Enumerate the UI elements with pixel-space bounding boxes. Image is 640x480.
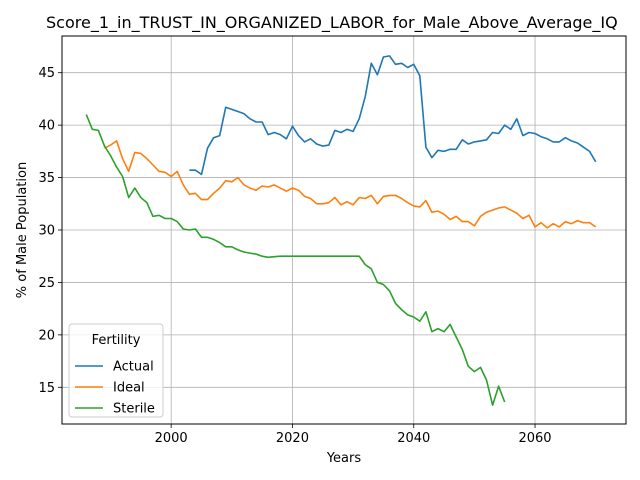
series-line-sterile	[85, 114, 506, 406]
legend-items: Actual Ideal Sterile	[75, 360, 155, 417]
x-axis-label: Years	[326, 451, 362, 466]
tick-layer: 2000 2020 2040 2060 15 20 25 30 35 40 45	[38, 66, 551, 446]
series-line-ideal	[104, 140, 597, 229]
y-tick-label: 35	[38, 171, 55, 186]
legend-label-ideal: Ideal	[113, 381, 145, 396]
y-tick-label: 40	[38, 119, 55, 134]
legend-box	[68, 323, 164, 418]
y-tick-label: 20	[38, 328, 55, 343]
legend-title: Fertility	[92, 333, 141, 348]
x-tick-label: 2020	[276, 431, 309, 446]
chart-title: Score_1_in_TRUST_IN_ORGANIZED_LABOR_for_…	[46, 13, 618, 33]
x-tick-label: 2000	[155, 431, 188, 446]
y-tick-label: 45	[38, 66, 55, 81]
x-tick-label: 2040	[397, 431, 430, 446]
legend-label-sterile: Sterile	[113, 402, 155, 417]
legend: Fertility Actual Ideal Sterile	[68, 323, 164, 418]
x-tick-label: 2060	[518, 431, 551, 446]
series-line-actual	[189, 55, 597, 176]
y-tick-label: 15	[38, 381, 55, 396]
y-tick-label: 25	[38, 276, 55, 291]
legend-label-actual: Actual	[113, 360, 154, 375]
y-axis-label: % of Male Population	[15, 162, 30, 298]
y-tick-label: 30	[38, 224, 55, 239]
series-layer	[85, 55, 597, 406]
